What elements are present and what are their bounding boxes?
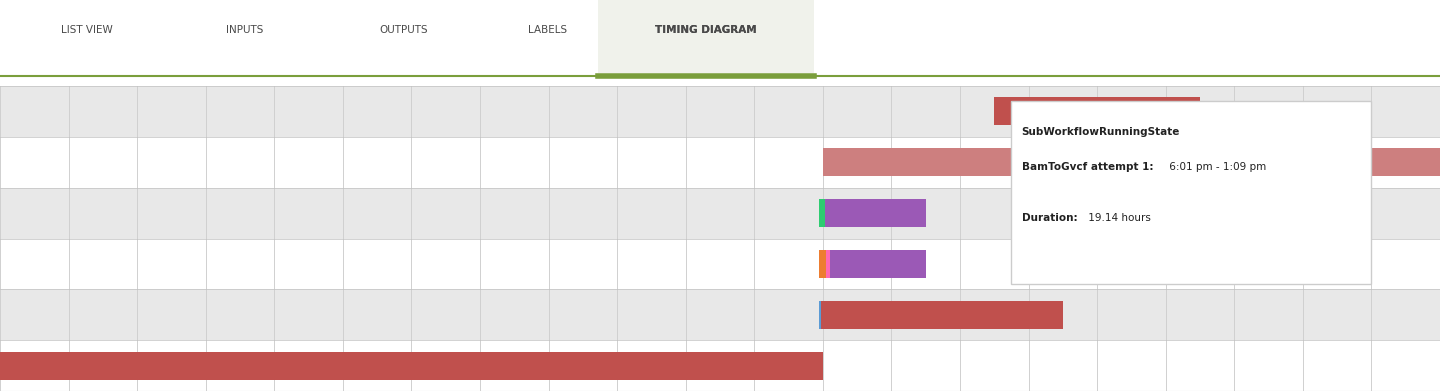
Bar	[0, 289, 1440, 340]
Bar	[994, 97, 1200, 126]
FancyBboxPatch shape	[598, 0, 814, 73]
Text: 19.14 hours: 19.14 hours	[1086, 213, 1151, 223]
Text: LIST VIEW: LIST VIEW	[60, 25, 112, 35]
Bar	[827, 250, 829, 278]
Text: SubWorkflowRunningState: SubWorkflowRunningState	[1022, 127, 1181, 137]
Text: LABELS: LABELS	[527, 25, 567, 35]
Text: TIMING DIAGRAM: TIMING DIAGRAM	[655, 25, 756, 35]
Bar	[0, 239, 1440, 289]
Text: OUTPUTS: OUTPUTS	[379, 25, 428, 35]
Text: BamToGvcf attempt 1:: BamToGvcf attempt 1:	[1022, 162, 1153, 172]
Bar	[821, 301, 1063, 329]
Bar	[0, 86, 1440, 137]
Bar	[0, 340, 1440, 391]
Bar	[0, 188, 1440, 239]
Bar	[829, 250, 926, 278]
Bar	[0, 352, 822, 380]
Text: 6:01 pm - 1:09 pm: 6:01 pm - 1:09 pm	[1166, 162, 1266, 172]
Bar	[825, 199, 926, 227]
Bar	[819, 199, 825, 227]
Bar	[819, 301, 821, 329]
Text: Duration:: Duration:	[1022, 213, 1077, 223]
FancyBboxPatch shape	[1011, 101, 1371, 284]
Text: INPUTS: INPUTS	[226, 25, 264, 35]
Bar	[822, 148, 1440, 176]
Bar	[0, 137, 1440, 188]
Bar	[819, 250, 827, 278]
Text: TIMING DIAGRAM: TIMING DIAGRAM	[655, 25, 756, 35]
